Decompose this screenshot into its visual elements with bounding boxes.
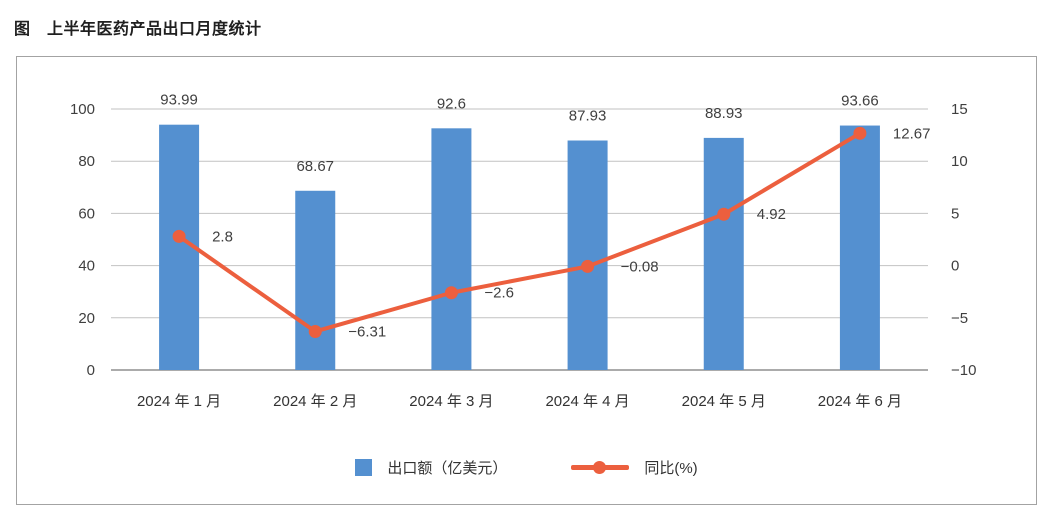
data-point-marker: [581, 259, 595, 273]
right-axis-tick-label: 0: [951, 258, 959, 275]
bar-value-label: 88.93: [705, 105, 743, 122]
figure-title: 图 上半年医药产品出口月度统计: [14, 21, 262, 38]
right-axis-tick-label: 10: [951, 153, 968, 170]
bar-value-label: 93.66: [841, 93, 879, 110]
data-point-marker: [717, 207, 731, 221]
bar-value-label: 68.67: [296, 158, 334, 175]
bar: [703, 137, 744, 370]
point-value-label: −2.6: [484, 285, 514, 302]
combo-chart: 100 15 80 10 60 5 40 0 20 −5 0 −10 93.99 68.67 92.6 87.…: [70, 92, 976, 410]
right-axis-tick-label: −5: [951, 310, 968, 327]
x-axis-label: 2024 年 2 月: [273, 393, 357, 410]
x-axis-label: 2024 年 6 月: [818, 393, 902, 410]
bar: [839, 125, 880, 371]
data-point-marker: [853, 126, 867, 140]
right-axis-tick-label: −10: [951, 362, 976, 379]
right-axis-tick-label: 15: [951, 101, 968, 118]
bar-value-label: 92.6: [437, 95, 466, 112]
left-axis-tick-label: 0: [87, 362, 95, 379]
x-axis-label: 2024 年 4 月: [545, 393, 629, 410]
line-series-swatch-icon: [571, 461, 630, 474]
bar-value-label: 93.99: [160, 92, 198, 109]
point-value-label: −0.08: [621, 258, 659, 275]
legend-label-yoy: 同比(%): [644, 460, 698, 477]
point-value-label: 12.67: [893, 125, 931, 142]
bar: [431, 128, 472, 370]
point-value-label: −6.31: [348, 323, 386, 340]
x-axis-label: 2024 年 5 月: [682, 393, 766, 410]
bar: [567, 140, 608, 370]
bar-value-label: 87.93: [569, 108, 607, 125]
point-value-label: 4.92: [757, 206, 786, 223]
chart-frame: 100 15 80 10 60 5 40 0 20 −5 0 −10 93.99 68.67 92.6 87.…: [16, 56, 1037, 505]
left-axis-tick-label: 20: [78, 310, 95, 327]
x-axis-label: 2024 年 1 月: [137, 393, 221, 410]
bar-series-swatch-icon: [355, 459, 373, 476]
legend-label-export-amount: 出口额（亿美元）: [387, 460, 508, 477]
legend-item-export-amount: 出口额（亿美元）: [355, 457, 507, 478]
data-point-marker: [444, 286, 458, 300]
left-axis-tick-label: 80: [78, 153, 95, 170]
chart-legend: 出口额（亿美元） 同比(%): [17, 457, 1036, 478]
point-value-label: 2.8: [212, 228, 233, 245]
trend-line: [177, 131, 862, 334]
bar: [295, 190, 336, 370]
left-axis-tick-label: 60: [78, 205, 95, 222]
data-point-marker: [172, 229, 186, 243]
right-axis-tick-label: 5: [951, 205, 959, 222]
x-axis-label: 2024 年 3 月: [409, 393, 493, 410]
data-point-marker: [308, 324, 322, 338]
left-axis-tick-label: 40: [78, 258, 95, 275]
left-axis-tick-label: 100: [70, 101, 95, 118]
legend-item-yoy: 同比(%): [571, 457, 698, 478]
